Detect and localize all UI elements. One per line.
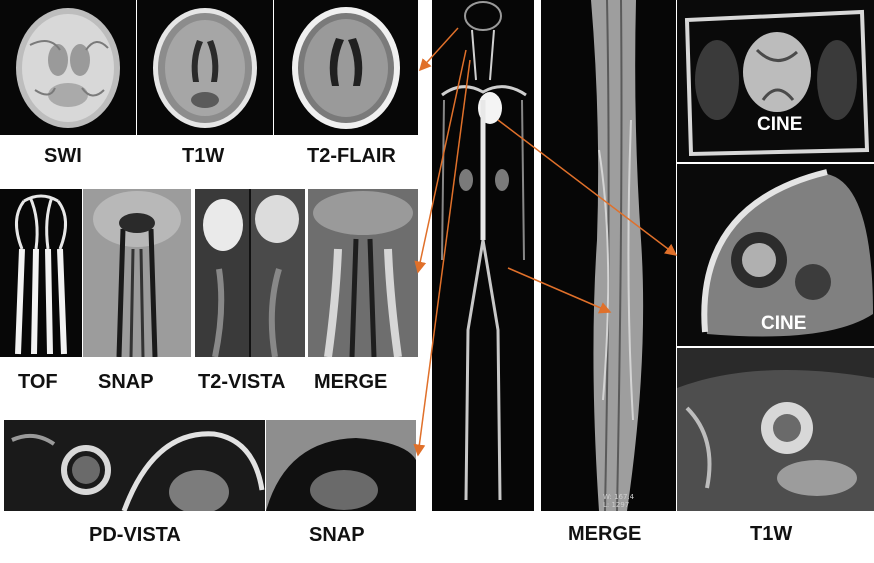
caption-pd-vista: PD-VISTA (89, 524, 181, 546)
overlay-cine-top: CINE (757, 114, 803, 135)
t1w-heart-image (677, 348, 874, 511)
swi-brain-image (0, 0, 136, 135)
window-readout: W: 167.4 (603, 493, 635, 501)
merge-neck-image (308, 189, 418, 357)
caption-merge-neck: MERGE (314, 371, 388, 393)
cine-four-chamber-image: CINE (677, 0, 874, 162)
tof-angiogram-image (0, 189, 82, 357)
caption-merge-leg: MERGE (568, 523, 642, 545)
overlay-cine-mid: CINE (761, 313, 807, 334)
t2-vista-image (195, 189, 305, 357)
t1w-brain-image (137, 0, 273, 135)
caption-swi: SWI (44, 145, 82, 167)
cine-short-axis-image: CINE (677, 164, 874, 346)
caption-t1w-brain: T1W (182, 145, 225, 167)
caption-t2-vista: T2-VISTA (198, 371, 286, 393)
level-readout: L: 1297 (603, 501, 630, 509)
whole-body-angiogram-image (432, 0, 534, 511)
snap-neck-image (83, 189, 191, 357)
caption-snap-vessel: SNAP (309, 524, 365, 546)
caption-tof: TOF (18, 371, 58, 393)
merge-leg-image: W: 167.4 L: 1297 (541, 0, 676, 511)
snap-vessel-image (266, 420, 416, 511)
pd-vista-vessel-image (4, 420, 265, 511)
t2-flair-brain-image (274, 0, 418, 135)
caption-t1w-heart: T1W (750, 523, 793, 545)
caption-snap-neck: SNAP (98, 371, 154, 393)
caption-t2-flair: T2-FLAIR (307, 145, 396, 167)
